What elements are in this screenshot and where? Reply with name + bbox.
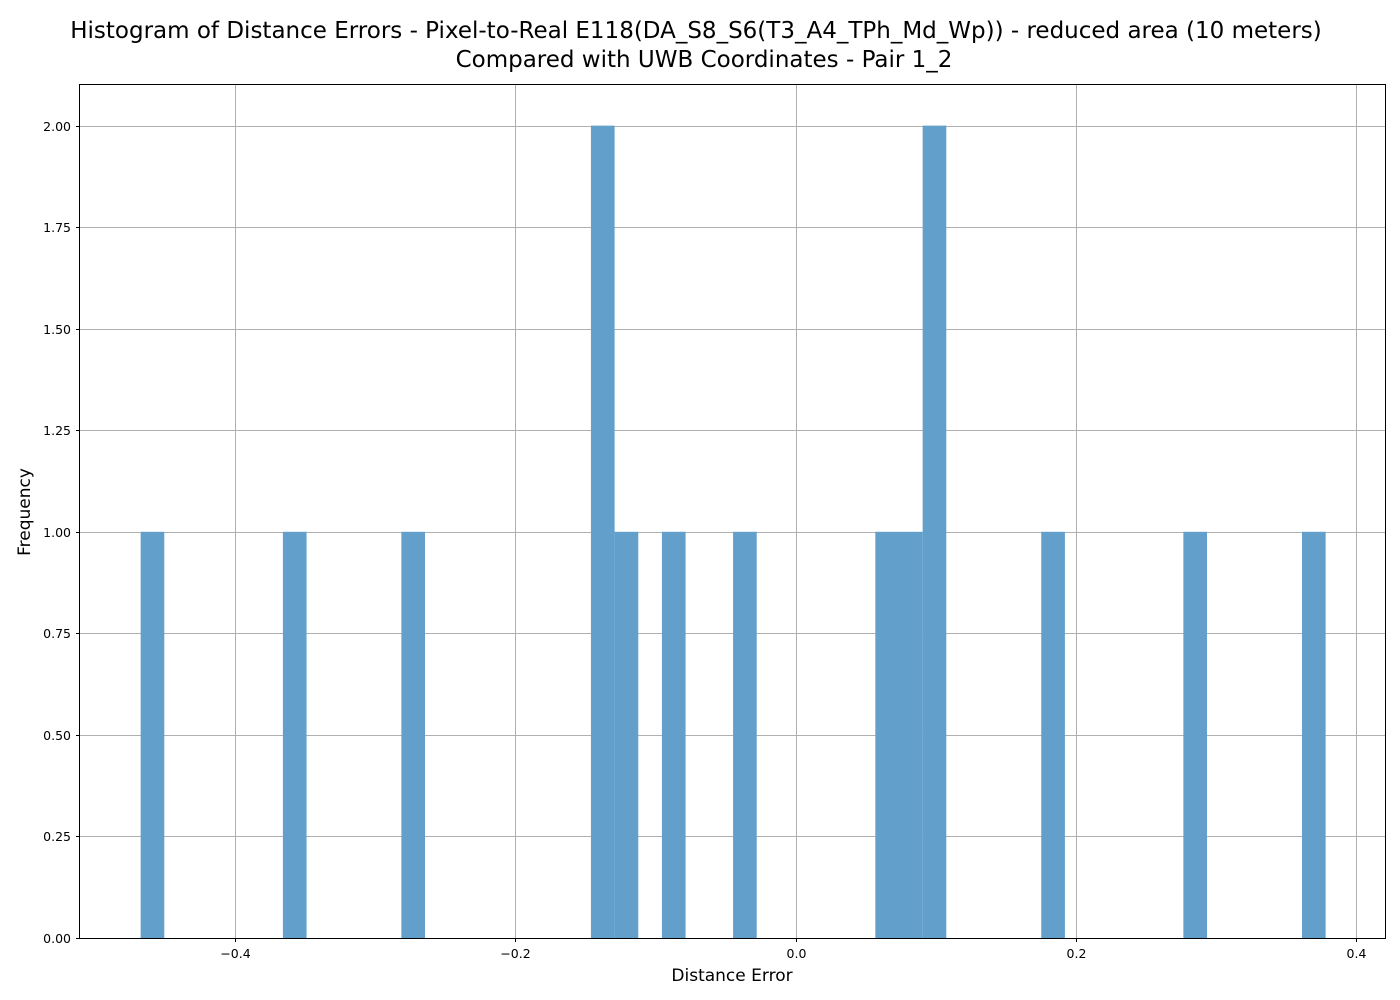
- plot-frame: [79, 84, 1386, 939]
- axis-ticks: 0.00 0.25 0.50 0.75 1.00 1.25 1.50 1.75 2.00 −0.4…: [43, 119, 1366, 961]
- y-tick-label: 0.25: [43, 829, 71, 844]
- y-tick-label: 1.50: [43, 322, 71, 337]
- histogram-bar: [282, 531, 307, 938]
- x-tick-label: 0.2: [1067, 946, 1087, 961]
- histogram-bar: [1183, 531, 1208, 938]
- x-tick-label: −0.2: [500, 946, 530, 961]
- histogram-bar: [922, 125, 947, 939]
- y-axis-label: Frequency: [15, 468, 35, 556]
- histogram-bar: [1041, 531, 1065, 938]
- x-tick-label: 0.0: [787, 946, 807, 961]
- histogram-bar: [590, 125, 615, 939]
- x-tick-label: −0.4: [220, 946, 250, 961]
- chart-title-line2: Compared with UWB Coordinates - Pair 1_2: [456, 47, 953, 73]
- histogram-bar: [140, 531, 165, 938]
- x-axis-label: Distance Error: [671, 966, 792, 986]
- histogram-bar: [875, 531, 899, 938]
- y-tick-label: 2.00: [43, 119, 71, 134]
- y-tick-label: 0.50: [43, 728, 71, 743]
- y-tick-label: 1.00: [43, 525, 71, 540]
- histogram-bars: [140, 125, 1326, 939]
- histogram-bar: [614, 531, 639, 938]
- histogram-bar: [1301, 531, 1326, 938]
- y-tick-label: 0.75: [43, 626, 71, 641]
- y-tick-label: 1.75: [43, 220, 71, 235]
- x-tick-label: 0.4: [1347, 946, 1367, 961]
- grid-lines: [80, 85, 1385, 939]
- histogram-bar: [401, 531, 426, 938]
- histogram-bar: [898, 531, 923, 938]
- chart-title-line1: Histogram of Distance Errors - Pixel-to-…: [70, 18, 1322, 44]
- histogram-bar: [733, 531, 757, 938]
- y-tick-label: 1.25: [43, 423, 71, 438]
- y-tick-label: 0.00: [43, 931, 71, 946]
- histogram-bar: [661, 531, 686, 938]
